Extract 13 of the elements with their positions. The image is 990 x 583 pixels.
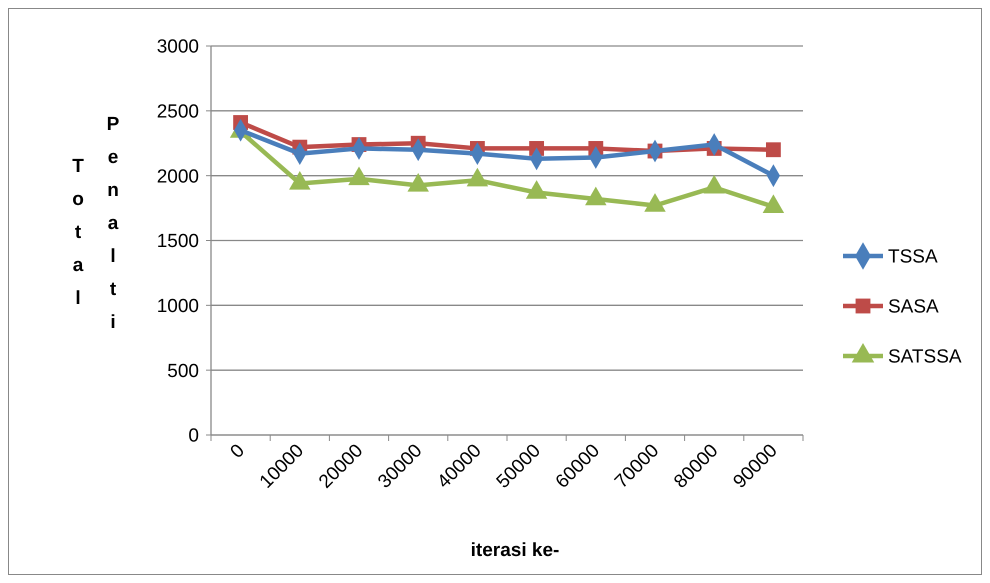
legend-label: SASA (888, 296, 940, 318)
x-tick-label: 0 (226, 440, 249, 463)
x-axis-title: iterasi ke- (470, 540, 560, 561)
y-axis-title: Total Penalti (68, 114, 124, 345)
y-tick-label: 1500 (156, 231, 199, 252)
y-tick-label: 3000 (156, 36, 199, 58)
y-tick-label: 0 (188, 426, 199, 447)
y-tick-label: 1000 (156, 296, 199, 317)
y-tick-label: 500 (167, 360, 199, 382)
legend-label: TSSA (888, 246, 938, 268)
y-tick-label: 2500 (156, 101, 199, 122)
y-tick-label: 2000 (156, 166, 199, 188)
legend-label: SATSSA (888, 346, 962, 368)
